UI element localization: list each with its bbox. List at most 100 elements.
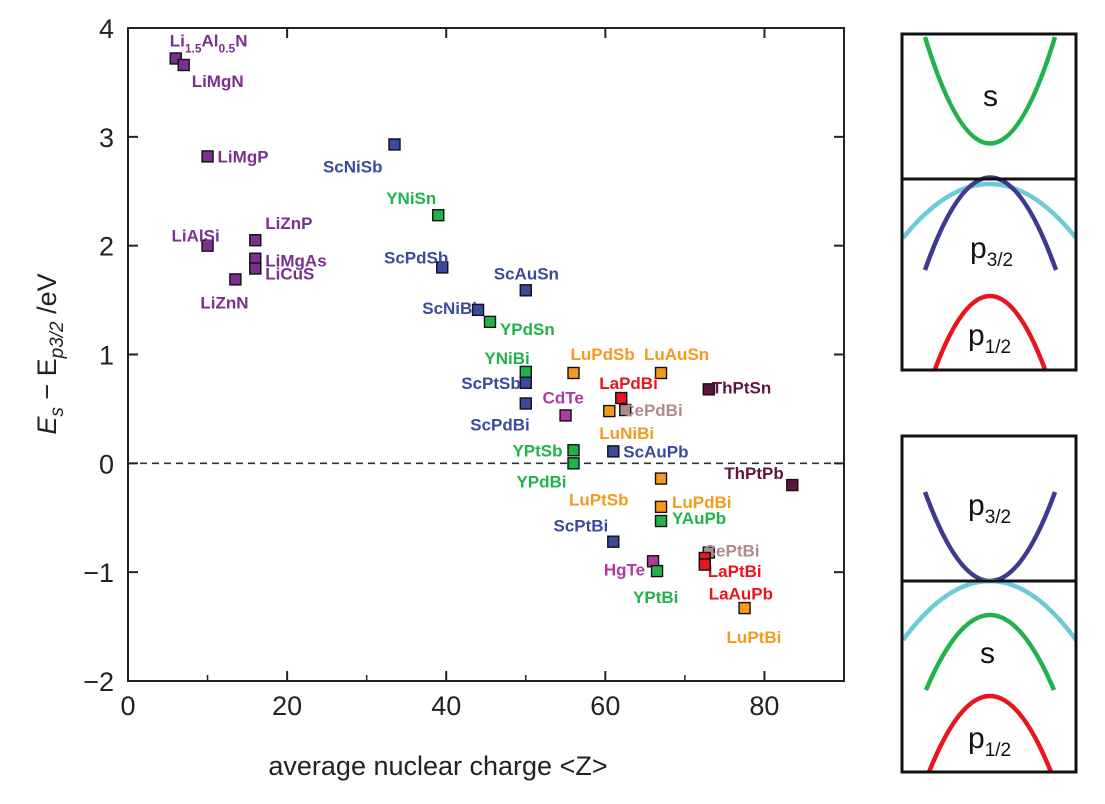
data-point-yptbi [650,564,664,578]
y-axis: −2 −1 0 1 2 3 4 [83,14,844,697]
x-tick-label: 40 [431,691,461,721]
bottom-label-s: s [980,637,995,670]
top-label-s: s [983,80,998,113]
x-axis: 0 20 40 60 80 [120,28,779,721]
data-label-yptbi: YPtBi [633,588,678,607]
y-tick-label: −2 [83,667,114,697]
x-tick-label: 80 [749,691,779,721]
data-label-ypdbi: YPdBi [516,472,566,491]
data-point-lupdbi [654,500,668,514]
data-point-ypdsn [483,315,497,329]
data-label-laptbi: LaPtBi [708,562,762,581]
data-label-scnisb: ScNiSb [323,157,383,176]
top-label-p32: p3/2 [970,232,1013,271]
data-point-liznp [249,234,262,247]
data-label-ynibi: YNiBi [484,349,529,368]
top-panel-frame [900,32,1078,372]
bottom-panel-frame [900,434,1078,774]
data-label-thptsn: ThPtSn [712,378,772,397]
y-tick-label: 2 [99,232,114,262]
data-label-thptpb: ThPtPb [724,464,784,483]
x-tick-label: 20 [272,691,302,721]
bottom-label-p12: p1/2 [968,722,1011,761]
data-point-thptsn [702,383,715,396]
data-label-limgn: LiMgN [192,72,244,91]
data-point-laaupb [698,558,711,571]
data-label-luptsb: LuPtSb [569,491,629,510]
data-point-scptsb [519,376,532,389]
data-point-licus [249,262,262,275]
bottom-label-p32: p3/2 [968,489,1011,528]
bottom-p32-band-curve [922,491,1058,584]
band-diagram-top: s p3/2 p1/2 [900,32,1078,372]
x-tick-label: 0 [120,691,135,721]
data-label-liznp: LiZnP [265,214,312,233]
top-label-p12: p1/2 [968,319,1011,358]
bottom-light-band-curve [902,578,1076,642]
data-point-luptbi [738,601,751,615]
data-label-scpdsb: ScPdSb [384,248,448,267]
top-light-band-curve [902,181,1076,240]
y-tick-label: −1 [83,558,114,588]
data-point-lapdbi [615,391,628,405]
top-p12-band-curve [932,293,1048,370]
data-label-yptsb: YPtSb [512,441,562,460]
data-label-limgp: LiMgP [218,147,269,166]
data-point-scpdsb [436,261,449,274]
data-point-luausn [654,366,668,380]
data-label-luptbi: LuPtBi [727,628,782,647]
data-point-scpdbi [519,397,532,410]
y-axis-title: Es − Ep3/2 /eV [32,273,68,434]
data-label-ypdsn: YPdSn [500,320,555,339]
data-point-scnisb [388,138,401,151]
data-label-liznn: LiZnN [200,293,248,312]
data-label-scptbi: ScPtBi [553,517,608,536]
data-label-lupdbi: LuPdBi [672,493,732,512]
x-axis-title: average nuclear charge <Z> [268,751,607,781]
data-label-ynisn: YNiSn [386,189,436,208]
data-point-lupdsb [567,366,580,380]
data-label-li15al05n: Li1.5Al0.5N [170,31,248,55]
data-label-laaupb: LaAuPb [709,585,773,604]
data-point-ynisn [432,208,445,222]
data-point-ynibi [519,365,532,379]
data-label-ceptbi: CePtBi [704,542,760,561]
data-label-cepdbi: CePdBi [622,401,682,420]
data-label-lunibi: LuNiBi [599,424,654,443]
data-point-limgp [201,150,214,163]
bottom-s-band-curve [923,613,1057,691]
band-diagram-bottom: p3/2 s p1/2 [900,434,1078,774]
y-tick-label: 3 [99,123,114,153]
x-tick-label: 60 [590,691,620,721]
data-point-li15al05n [169,52,182,65]
data-label-licus: LiCuS [265,265,314,284]
data-point-yptsb [567,444,580,457]
data-point-liznn [229,273,242,286]
data-point-lialsi [201,239,214,252]
data-point-scptbi [607,535,620,548]
data-point-luptsb [654,472,668,485]
data-label-scpdbi: ScPdBi [470,415,530,434]
data-label-luausn: LuAuSn [644,345,709,364]
bottom-p12-band-curve [926,694,1054,772]
data-label-limgas: LiMgAs [265,252,326,271]
data-point-thptpb [786,478,799,492]
data-label-scnibi: ScNiBi [422,299,477,318]
top-s-band-curve [922,36,1058,146]
y-tick-label: 0 [99,449,114,479]
data-label-lialsi: LiAlSi [172,227,220,246]
data-point-limgn [177,58,190,72]
data-label-lupdsb: LuPdSb [571,345,635,364]
y-tick-label: 1 [99,341,114,371]
data-point-scaupb [607,445,620,458]
data-label-cdte: CdTe [543,388,584,407]
data-label-scaupb: ScAuPb [623,442,688,461]
data-label-hgte: HgTe [604,560,645,579]
data-point-ypdbi [567,457,580,470]
data-point-cdte [559,409,572,422]
data-point-cepdbi [619,403,632,417]
data-point-scnibi [471,303,485,317]
y-tick-label: 4 [99,14,114,44]
data-points: Li1.5Al0.5NLiMgNLiMgPLiAlSiLiZnPLiMgAsLi… [169,31,799,647]
